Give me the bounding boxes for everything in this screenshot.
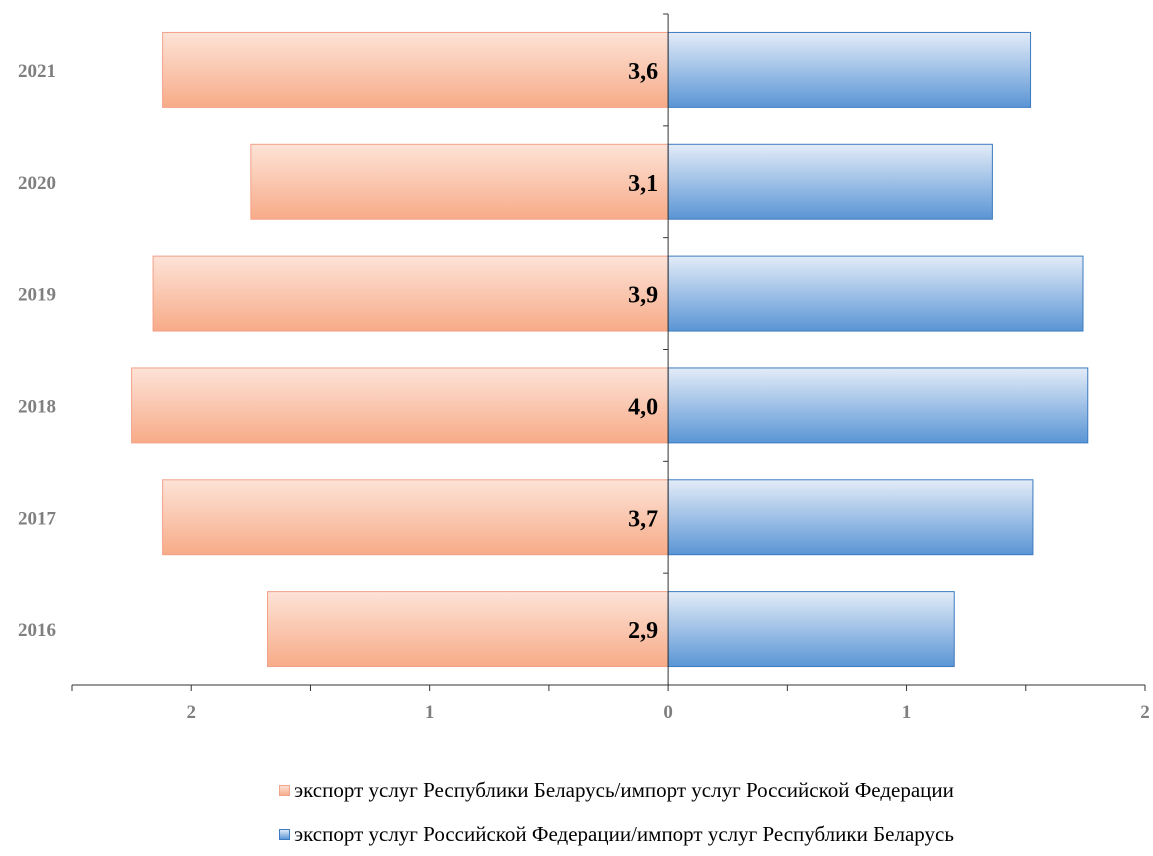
legend: экспорт услуг Республики Беларусь/импорт… xyxy=(0,768,1153,856)
category-label-2021: 2021 xyxy=(18,61,56,82)
axes-layer xyxy=(71,13,1146,691)
legend-item-export-russia: экспорт услуг Российской Федерации/импор… xyxy=(279,812,954,856)
x-tick-label-1: 1 xyxy=(425,702,435,723)
bar-export-russia-2016 xyxy=(667,591,955,668)
x-tick-label-2: 0 xyxy=(663,702,673,723)
category-label-2019: 2019 xyxy=(18,285,56,306)
category-label-2017: 2017 xyxy=(18,508,57,529)
bar-export-russia-2020 xyxy=(667,143,993,220)
data-label-2016: 2,9 xyxy=(628,618,658,644)
bar-export-belarus-2019 xyxy=(152,255,669,332)
legend-label-export-russia: экспорт услуг Российской Федерации/импор… xyxy=(294,821,954,846)
bars-layer xyxy=(131,31,1089,668)
x-tick-label-3: 1 xyxy=(902,702,912,723)
legend-swatch-export-belarus xyxy=(279,784,291,796)
bar-export-belarus-2017 xyxy=(162,479,669,556)
bar-export-belarus-2021 xyxy=(162,31,669,108)
bar-export-russia-2018 xyxy=(667,367,1089,444)
category-label-2020: 2020 xyxy=(18,173,56,194)
category-label-2018: 2018 xyxy=(18,396,56,417)
data-label-2020: 3,1 xyxy=(628,171,658,197)
data-label-2017: 3,7 xyxy=(628,506,658,532)
data-label-2019: 3,9 xyxy=(628,283,658,309)
data-label-2021: 3,6 xyxy=(628,59,658,85)
bar-export-russia-2021 xyxy=(667,31,1032,108)
legend-label-export-belarus: экспорт услуг Республики Беларусь/импорт… xyxy=(294,777,954,802)
bar-export-belarus-2018 xyxy=(131,367,669,444)
bar-export-russia-2019 xyxy=(667,255,1084,332)
x-tick-label-0: 2 xyxy=(186,702,196,723)
data-label-2018: 4,0 xyxy=(628,394,658,420)
x-tick-label-4: 2 xyxy=(1140,702,1150,723)
legend-swatch-export-russia xyxy=(279,828,291,840)
legend-item-export-belarus: экспорт услуг Республики Беларусь/импорт… xyxy=(279,768,954,812)
bar-export-belarus-2016 xyxy=(267,591,669,668)
bar-export-russia-2017 xyxy=(667,479,1034,556)
bar-export-belarus-2020 xyxy=(250,143,669,220)
category-label-2016: 2016 xyxy=(18,620,56,641)
